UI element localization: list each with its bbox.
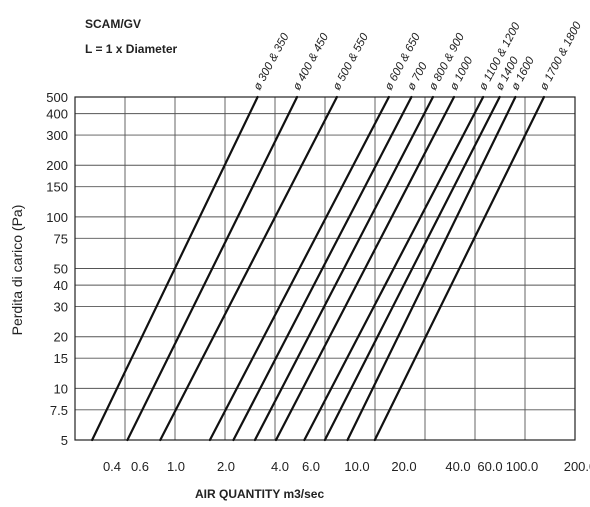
- y-axis-label: Perdita di carico (Pa): [9, 205, 25, 336]
- x-tick-label: 0.4: [103, 459, 121, 474]
- series-line: [159, 95, 339, 442]
- series-line: [346, 95, 517, 442]
- x-tick-label: 10.0: [344, 459, 369, 474]
- y-tick-label: 30: [54, 300, 68, 315]
- series-line: [91, 95, 259, 442]
- x-tick-label: 2.0: [217, 459, 235, 474]
- y-tick-label: 15: [54, 351, 68, 366]
- y-tick-label: 75: [54, 231, 68, 246]
- series-line: [323, 95, 501, 442]
- y-tick-label: 5: [61, 433, 68, 448]
- series-line: [208, 95, 390, 442]
- series-line: [373, 95, 546, 442]
- x-tick-label: 60.0: [477, 459, 502, 474]
- grid: [74, 96, 576, 441]
- series-label: ø 400 & 450: [291, 31, 331, 92]
- y-tick-label: 7.5: [50, 403, 68, 418]
- series-line: [274, 95, 456, 442]
- series-line: [253, 95, 435, 442]
- y-tick-label: 300: [46, 128, 68, 143]
- x-tick-label: 0.6: [131, 459, 149, 474]
- y-tick-label: 400: [46, 107, 68, 122]
- y-tick-label: 50: [54, 262, 68, 277]
- y-tick-label: 500: [46, 90, 68, 105]
- x-tick-label: 6.0: [302, 459, 320, 474]
- series-line: [126, 95, 299, 442]
- x-tick-labels: 0.4 0.6 1.0 2.0 4.0 6.0 10.0 20.0 40.0 60.0 100.0 2…: [103, 459, 590, 474]
- x-axis-label: AIR QUANTITY m3/sec: [195, 487, 324, 501]
- x-tick-label: 1.0: [167, 459, 185, 474]
- y-tick-label: 20: [54, 330, 68, 345]
- x-tick-label: 200.0: [564, 459, 590, 474]
- series-line: [232, 95, 413, 442]
- series-line: [303, 95, 485, 442]
- x-tick-label: 20.0: [391, 459, 416, 474]
- x-tick-label: 4.0: [271, 459, 289, 474]
- y-tick-label: 100: [46, 210, 68, 225]
- series-labels: ø 300 & 350 ø 400 & 450 ø 500 & 550 ø 600 &…: [252, 20, 585, 93]
- y-tick-label: 40: [54, 278, 68, 293]
- chart-title: SCAM/GV: [85, 17, 142, 31]
- x-tick-label: 40.0: [445, 459, 470, 474]
- y-tick-label: 200: [46, 158, 68, 173]
- series-label: ø 500 & 550: [331, 31, 371, 92]
- x-tick-label: 100.0: [506, 459, 539, 474]
- series-label: ø 1700 & 1800: [538, 20, 584, 93]
- y-tick-label: 10: [54, 381, 68, 396]
- series-label: ø 300 & 350: [252, 31, 292, 92]
- series-lines: [91, 95, 546, 442]
- chart-subtitle: L = 1 x Diameter: [85, 42, 178, 56]
- y-tick-label: 150: [46, 180, 68, 195]
